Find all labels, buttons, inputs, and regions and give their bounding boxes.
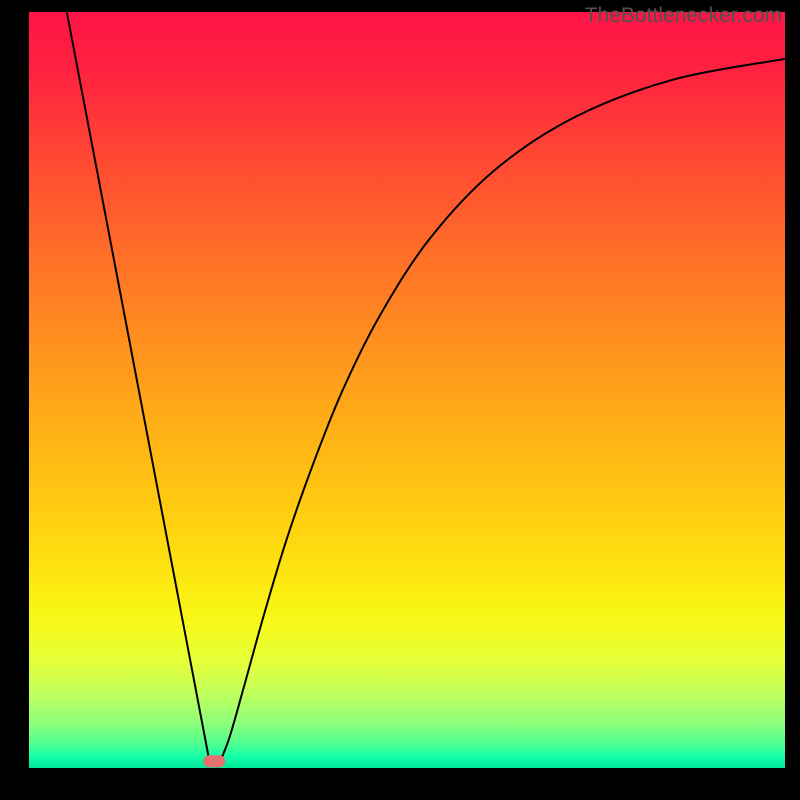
plot-area xyxy=(29,12,785,768)
watermark-text: TheBottlenecker.com xyxy=(585,4,782,28)
bottleneck-marker xyxy=(203,755,225,767)
curve-layer xyxy=(29,12,785,768)
curve-left-line xyxy=(67,12,211,766)
curve-right-arc xyxy=(218,59,785,767)
chart-container: TheBottlenecker.com xyxy=(0,0,800,800)
